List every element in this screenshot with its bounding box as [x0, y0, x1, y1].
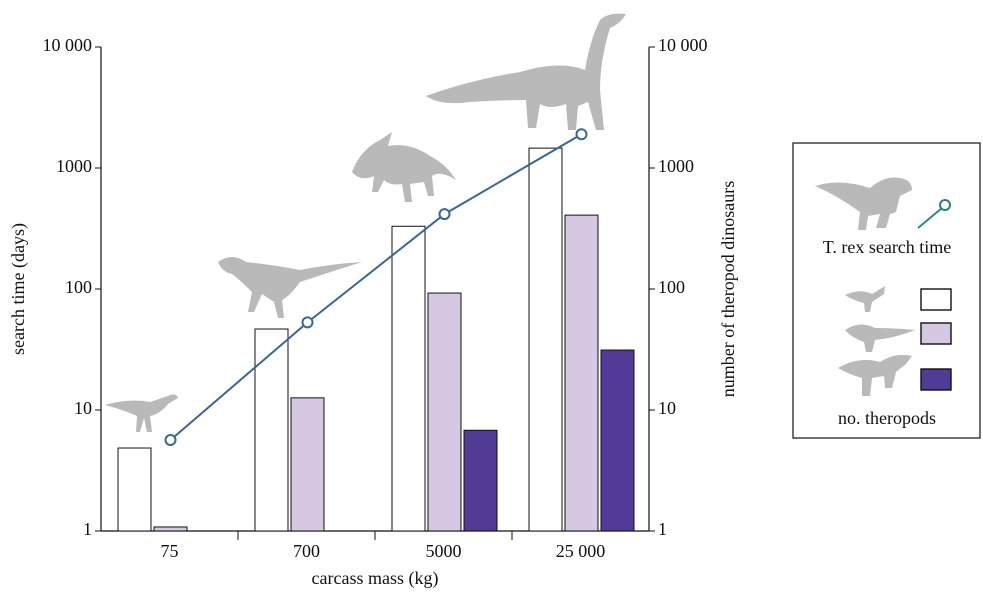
bar: [254, 328, 289, 532]
bar: [391, 225, 426, 532]
line-marker: [438, 208, 451, 221]
legend-group-label: no. theropods: [838, 408, 936, 428]
y-tick-label: 100: [65, 277, 92, 297]
legend-line: [917, 207, 943, 229]
x-axis-label: carcass mass (kg): [312, 568, 439, 589]
line-marker: [301, 316, 314, 329]
line-marker: [575, 128, 588, 141]
dinosaur-silhouettes: [105, 13, 626, 432]
legend-label: T. rex search time: [823, 237, 952, 257]
bar: [153, 526, 188, 532]
legend-marker: [939, 199, 951, 211]
x-tick-label: 5000: [426, 541, 462, 561]
legend-swatch: [920, 288, 952, 311]
bar: [290, 397, 325, 532]
bar: [427, 292, 462, 532]
y-tick-label: 10 000: [43, 35, 93, 55]
y2-tick-label: 10 000: [658, 35, 708, 55]
y2-tick-label: 1000: [658, 156, 694, 176]
line: [169, 133, 583, 441]
bar: [117, 447, 152, 532]
legend-swatch: [920, 322, 952, 345]
y2-axis-label: number of theropod dinosaurs: [718, 181, 738, 397]
bar: [528, 147, 563, 532]
y2-tick-label: 1: [658, 519, 667, 539]
y2-tick-label: 10: [658, 398, 676, 418]
legend-swatch: [920, 368, 952, 391]
bar: [564, 214, 599, 532]
line-marker: [164, 434, 177, 447]
legend: [792, 142, 981, 439]
y-tick-label: 1000: [56, 156, 92, 176]
bar: [600, 349, 635, 532]
y2-tick-label: 100: [658, 277, 685, 297]
x-tick-label: 25 000: [556, 541, 606, 561]
bar: [463, 429, 498, 532]
y-tick-label: 10: [74, 398, 92, 418]
y-tick-label: 1: [83, 519, 92, 539]
y-axis-label: search time (days): [8, 223, 29, 355]
x-tick-label: 700: [293, 541, 320, 561]
x-tick-label: 75: [161, 541, 179, 561]
